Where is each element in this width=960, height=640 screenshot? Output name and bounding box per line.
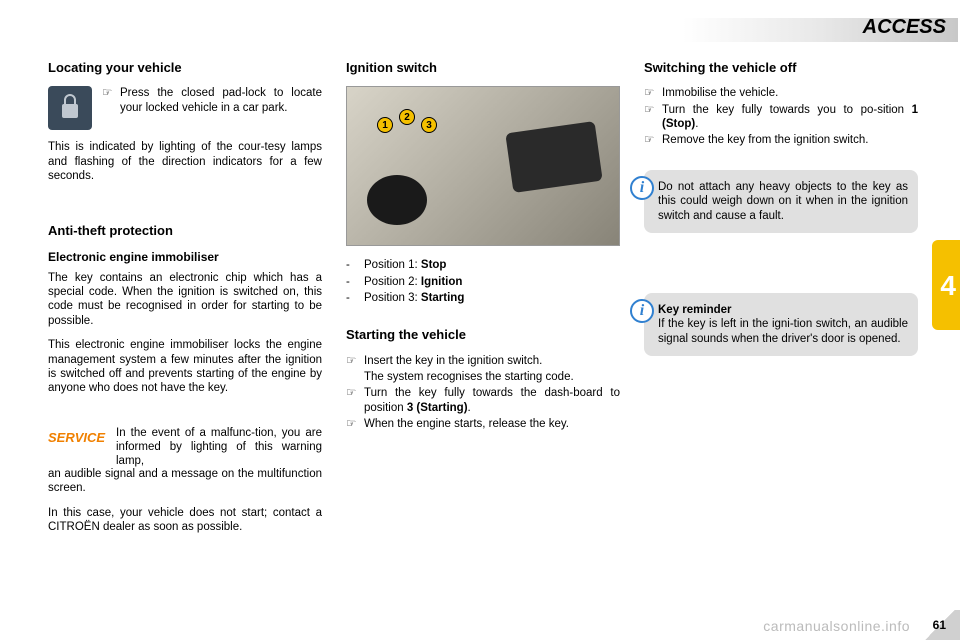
info-heavy-objects: i Do not attach any heavy objects to the… <box>644 170 918 233</box>
ignition-slot <box>367 175 427 225</box>
key-reminder-title: Key reminder <box>658 304 732 316</box>
marker-3: 3 <box>421 117 437 133</box>
starting-step-3: ☞ When the engine starts, release the ke… <box>346 417 620 431</box>
hand-icon: ☞ <box>644 103 662 132</box>
section-tab-number: 4 <box>940 270 956 302</box>
hand-icon: ☞ <box>644 133 662 147</box>
service-text: In the event of a malfunc-tion, you are … <box>116 426 322 469</box>
column-2: Ignition switch 1 2 3 - Position 1: Stop… <box>346 60 620 620</box>
switchoff-step-1: ☞ Immobilise the vehicle. <box>644 86 918 100</box>
hand-icon: ☞ <box>644 86 662 100</box>
column-3: Switching the vehicle off ☞ Immobilise t… <box>644 60 918 620</box>
locating-title: Locating your vehicle <box>48 60 322 76</box>
switchoff-step-3: ☞ Remove the key from the ignition switc… <box>644 133 918 147</box>
position-1: - Position 1: Stop <box>346 258 620 272</box>
service-icon: SERVICE <box>48 426 106 469</box>
watermark: carmanualsonline.info <box>763 618 910 634</box>
service-cont: an audible signal and a message on the m… <box>48 467 322 496</box>
key-fob <box>505 121 602 193</box>
content-area: Locating your vehicle ☞ Press the closed… <box>48 60 918 620</box>
column-1: Locating your vehicle ☞ Press the closed… <box>48 60 322 620</box>
manual-page: ACCESS 4 Locating your vehicle ☞ Press t… <box>0 0 960 640</box>
header-bar: ACCESS <box>40 18 958 42</box>
starting-step-2: ☞ Turn the key fully towards the dash-bo… <box>346 386 620 415</box>
locating-para: This is indicated by lighting of the cou… <box>48 140 322 183</box>
switching-off-title: Switching the vehicle off <box>644 60 918 76</box>
marker-2: 2 <box>399 109 415 125</box>
header-title: ACCESS <box>863 16 946 39</box>
ignition-title: Ignition switch <box>346 60 620 76</box>
position-3: - Position 3: Starting <box>346 291 620 305</box>
service-warning: SERVICE In the event of a malfunc-tion, … <box>48 426 322 469</box>
immobiliser-para2: This electronic engine immobiliser locks… <box>48 338 322 396</box>
info-icon: i <box>630 176 654 200</box>
info-icon: i <box>630 299 654 323</box>
position-2: - Position 2: Ignition <box>346 275 620 289</box>
starting-step-1: ☞ Insert the key in the ignition switch. <box>346 354 620 368</box>
starting-title: Starting the vehicle <box>346 327 620 343</box>
padlock-text: ☞ Press the closed pad-lock to locate yo… <box>102 86 322 130</box>
marker-1: 1 <box>377 117 393 133</box>
padlock-instruction: ☞ Press the closed pad-lock to locate yo… <box>48 86 322 130</box>
starting-step-1b: The system recognises the starting code. <box>346 370 620 384</box>
hand-icon: ☞ <box>346 386 364 415</box>
immobiliser-para1: The key contains an electronic chip whic… <box>48 271 322 329</box>
padlock-icon <box>48 86 92 130</box>
antitheft-title: Anti-theft protection <box>48 223 322 239</box>
ignition-photo: 1 2 3 <box>346 86 620 246</box>
info-key-reminder: i Key reminder If the key is left in the… <box>644 293 918 356</box>
hand-icon: ☞ <box>346 417 364 431</box>
immobiliser-subtitle: Electronic engine immobiliser <box>48 250 322 265</box>
switchoff-step-2: ☞ Turn the key fully towards you to po-s… <box>644 103 918 132</box>
hand-icon: ☞ <box>102 86 120 115</box>
service-para3: In this case, your vehicle does not star… <box>48 506 322 535</box>
hand-icon: ☞ <box>346 354 364 368</box>
page-number: 61 <box>933 618 946 632</box>
